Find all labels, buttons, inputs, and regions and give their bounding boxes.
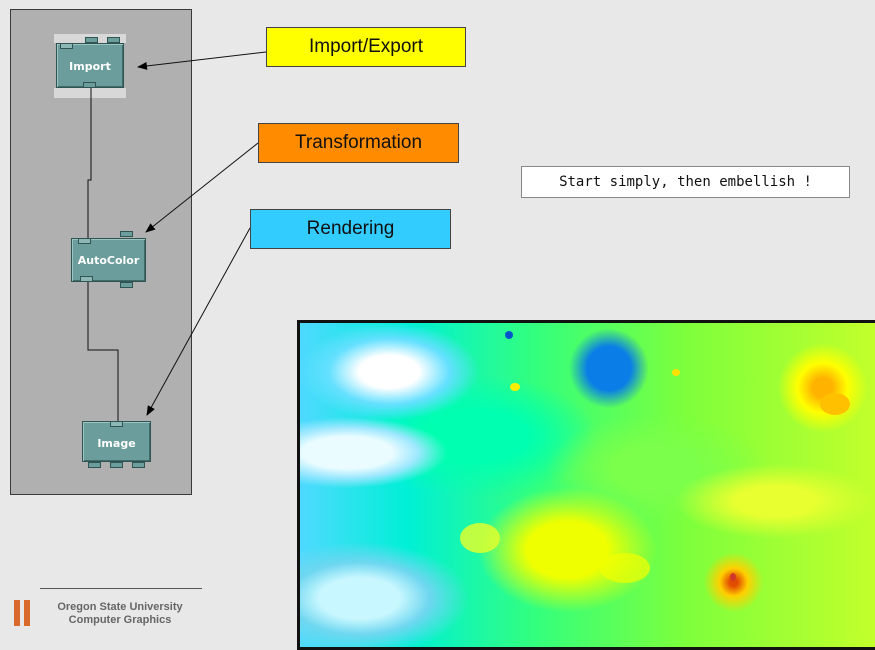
footer-divider xyxy=(40,588,202,589)
wire-autocolor-to-image xyxy=(87,282,119,421)
autocolor-module-label: AutoColor xyxy=(77,254,140,267)
note-text-box: Start simply, then embellish ! xyxy=(521,166,850,198)
arrow-to-import xyxy=(137,51,267,70)
autocolor-input-port-2[interactable] xyxy=(120,231,133,237)
callout-import-export: Import/Export xyxy=(266,27,466,67)
import-input-port-1[interactable] xyxy=(60,43,73,49)
autocolor-output-port-2[interactable] xyxy=(120,282,133,288)
callout-transformation: Transformation xyxy=(258,123,459,163)
image-module-label: Image xyxy=(97,437,136,450)
wire-import-to-autocolor xyxy=(87,88,92,238)
import-module[interactable]: Import xyxy=(56,43,124,88)
rendered-elevation-image xyxy=(297,320,875,650)
import-bottom-strip xyxy=(54,88,126,98)
import-output-port[interactable] xyxy=(83,82,96,88)
autocolor-input-port-1[interactable] xyxy=(78,238,91,244)
osu-logo xyxy=(0,600,34,626)
arrow-to-image xyxy=(146,227,251,416)
footer-department: Computer Graphics xyxy=(68,614,172,626)
image-output-port-1[interactable] xyxy=(88,462,101,468)
import-module-label: Import xyxy=(69,60,111,73)
autocolor-module[interactable]: AutoColor xyxy=(71,238,146,282)
map-speck xyxy=(460,523,500,553)
connections-layer xyxy=(87,51,267,421)
image-output-port-2[interactable] xyxy=(110,462,123,468)
import-input-port-3[interactable] xyxy=(107,37,120,43)
map-speck xyxy=(510,383,520,391)
image-input-port[interactable] xyxy=(110,421,123,427)
map-speck xyxy=(820,393,850,415)
map-speck xyxy=(505,331,513,339)
map-speck xyxy=(600,553,650,583)
map-speck xyxy=(672,369,680,376)
image-output-port-3[interactable] xyxy=(132,462,145,468)
arrow-to-autocolor xyxy=(145,142,259,233)
callout-rendering: Rendering xyxy=(250,209,451,249)
footer-university: Oregon State University xyxy=(57,601,183,613)
autocolor-output-port-1[interactable] xyxy=(80,276,93,282)
import-input-port-2[interactable] xyxy=(85,37,98,43)
map-speck xyxy=(730,573,736,581)
